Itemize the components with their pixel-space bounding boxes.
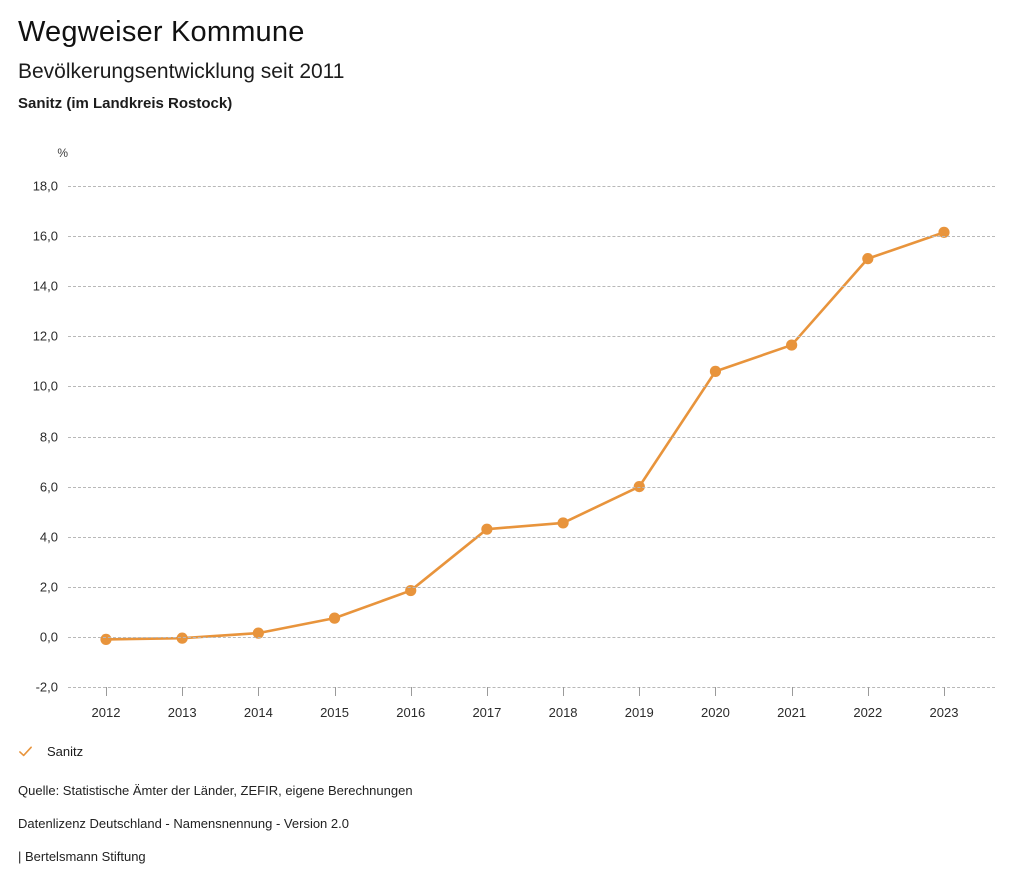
x-axis-tick-label: 2014 [243,705,273,720]
chart-legend: Sanitz [18,744,83,759]
x-axis-tick [791,687,793,696]
plot-area: 18,0 16,0 14,0 12,0 10,0 8,0 6,0 4,0 2,0 0,0 -2,0 2… [33,179,995,720]
y-axis-tick-label: 10,0 [32,378,58,394]
grid-line [68,286,995,288]
y-axis-tick-label: 16,0 [32,228,58,244]
x-axis-tick-label: 2020 [700,705,730,720]
data-point-marker[interactable] [328,612,341,624]
page-title: Wegweiser Kommune [18,16,305,48]
checkmark-icon[interactable] [18,744,33,759]
data-point-marker[interactable] [786,339,798,351]
x-axis-tick [258,687,260,696]
footer-publisher: | Bertelsmann Stiftung [18,849,146,864]
grid-line [68,486,995,488]
grid-line [68,586,995,588]
chart-footer: Quelle: Statistische Ämter der Länder, Z… [18,784,918,883]
page-subtitle: Bevölkerungsentwicklung seit 2011 [18,60,345,84]
series-line-sanitz [104,231,946,641]
x-axis-tick-label: 2022 [853,705,883,720]
region-label: Sanitz (im Landkreis Rostock) [18,94,233,112]
data-point-marker[interactable] [176,632,188,644]
x-axis-tick-label: 2012 [91,705,121,720]
footer-source: Quelle: Statistische Ämter der Länder, Z… [18,783,413,798]
x-axis-tick [715,687,717,696]
x-axis-tick-label: 2018 [548,705,578,720]
y-axis-tick-label: 18,0 [32,178,58,194]
y-axis-unit-label: % [57,146,68,160]
grid-line [68,236,995,238]
y-axis-tick-label: 12,0 [32,328,58,344]
grid-line [68,436,995,438]
x-axis-tick-label: 2013 [167,705,197,720]
x-axis-tick-label: 2021 [777,705,807,720]
data-point-marker[interactable] [557,517,569,529]
y-axis-tick-label: 14,0 [32,278,58,294]
data-point-marker[interactable] [938,226,950,238]
data-point-marker[interactable] [709,365,722,377]
x-axis-tick-label: 2015 [320,705,349,720]
data-point-marker[interactable] [862,253,874,265]
grid-line [68,687,995,688]
legend-item-sanitz[interactable]: Sanitz [47,744,84,759]
x-axis-tick [639,687,641,696]
grid-line [68,636,995,638]
y-axis-tick-label: 0,0 [39,629,58,645]
y-axis-tick-label: 6,0 [39,479,58,495]
x-axis-tick [410,687,412,696]
page-header: Wegweiser Kommune Bevölkerungsentwicklun… [18,16,998,112]
line-series-svg [100,226,950,646]
x-axis-tick-label: 2019 [624,705,654,720]
x-axis-tick [867,687,869,696]
x-axis-tick [334,687,336,696]
checkmark-icon-svg [19,746,32,757]
x-axis-tick [944,687,945,696]
x-axis-tick-label: 2017 [472,705,502,720]
x-axis-tick [106,687,107,696]
data-point-marker[interactable] [252,627,264,639]
data-point-marker[interactable] [481,523,493,535]
x-axis-tick-label: 2023 [929,705,959,720]
y-axis-tick-label: 8,0 [39,429,58,444]
grid-line [68,386,995,388]
grid-line [68,186,995,187]
y-axis-tick-label: -2,0 [35,679,58,695]
footer-license: Datenlizenz Deutschland - Namensnennung … [18,816,349,831]
data-point-marker[interactable] [100,633,112,646]
x-axis-tick [182,687,184,696]
y-axis-tick-label: 2,0 [39,579,58,595]
grid-line [68,336,995,338]
y-axis-tick-label: 4,0 [39,529,58,545]
x-axis-tick [563,687,565,696]
grid-line [68,536,995,538]
chart-container: % 18,0 16,0 14,0 12,0 10,0 8,0 6,0 4,0 2,0 0,0 -2,… [0,140,1024,740]
x-axis-tick-label: 2016 [396,705,426,720]
x-axis-tick [486,687,488,696]
